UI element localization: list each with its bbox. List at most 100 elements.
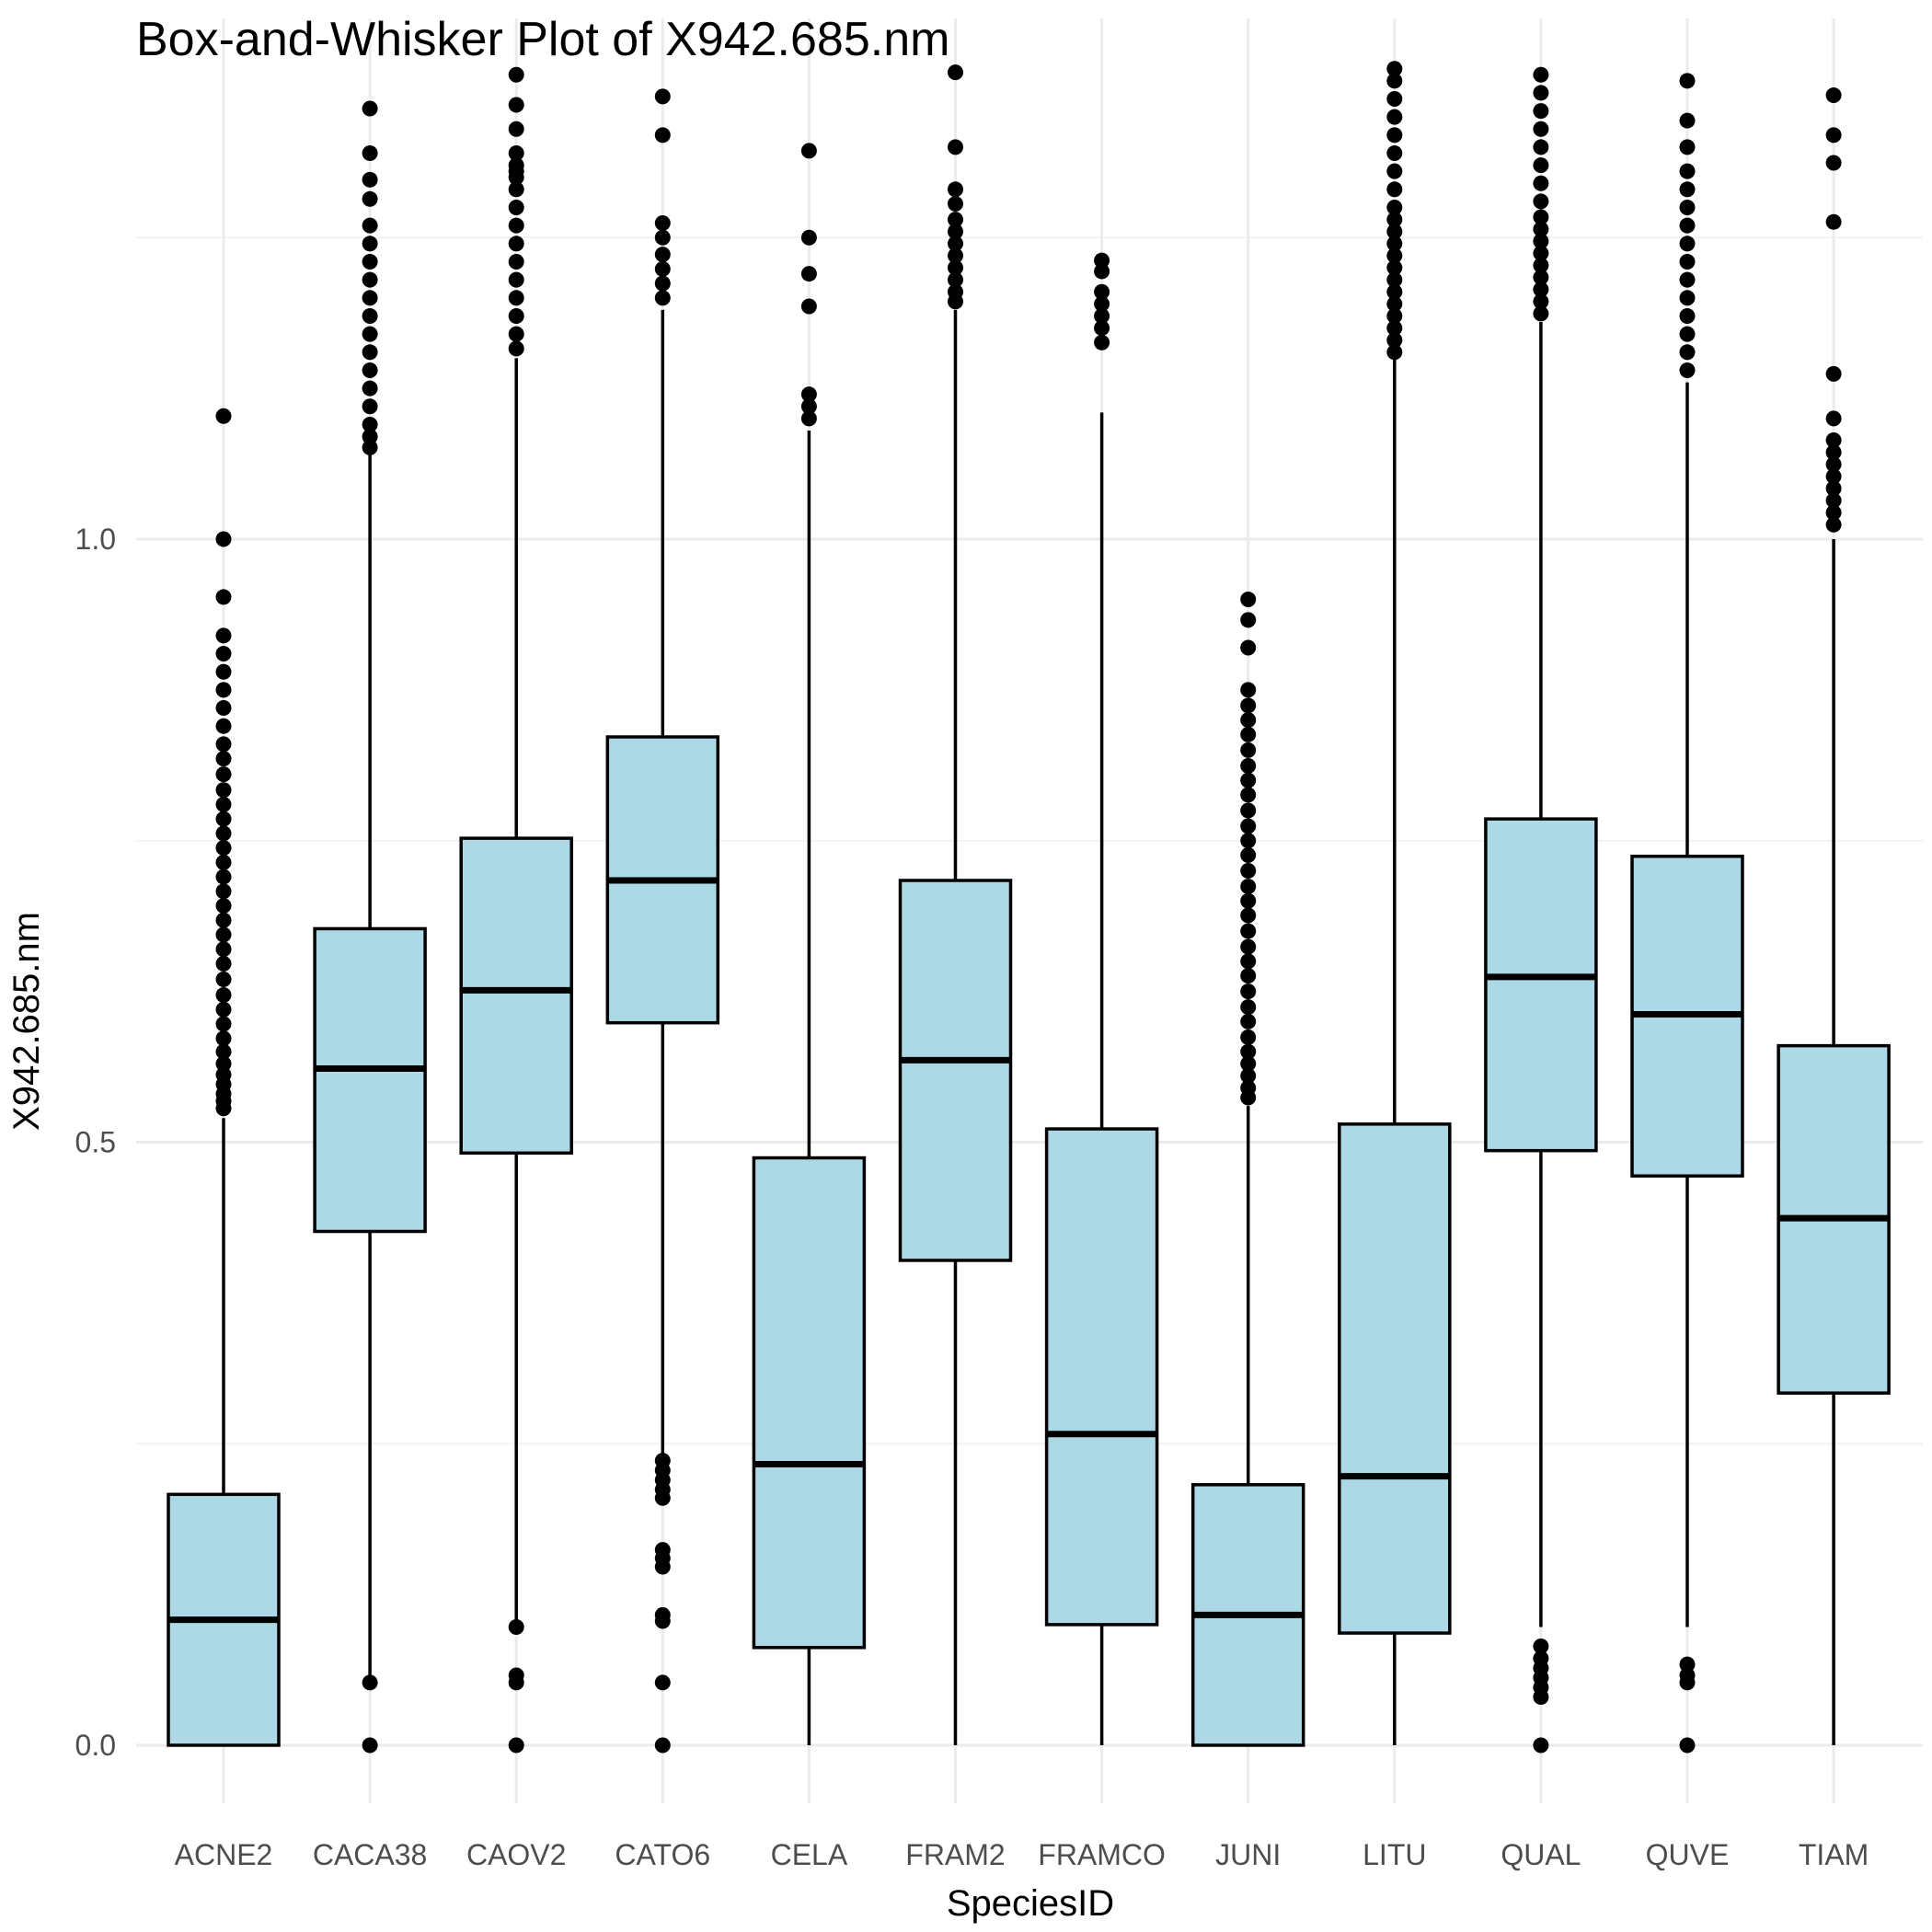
outlier-point-qual	[1533, 233, 1549, 249]
outlier-point-acne2	[215, 898, 232, 914]
box-caov2	[459, 836, 573, 1156]
outlier-point-caov2	[508, 199, 524, 215]
outlier-point-caca38	[362, 380, 378, 397]
outlier-point-cato6	[654, 290, 671, 306]
outlier-point-quve	[1679, 163, 1696, 179]
outlier-point-fram2	[948, 247, 963, 264]
outlier-point-juni	[1240, 968, 1257, 984]
outlier-point-juni	[1240, 846, 1257, 863]
box-group-framco	[1044, 252, 1159, 1745]
outlier-point-juni	[1240, 879, 1257, 895]
outlier-point-juni	[1240, 863, 1257, 880]
x-tick-label-cato6: CATO6	[615, 1838, 710, 1871]
outlier-point-acne2	[215, 627, 232, 644]
outlier-point-caca38	[362, 416, 378, 432]
x-tick-label-caca38: CACA38	[313, 1838, 428, 1871]
outlier-point-caca38	[362, 1674, 378, 1691]
outlier-point-caov2	[508, 290, 524, 306]
outlier-point-litu	[1386, 307, 1403, 324]
outlier-point-fram2	[948, 64, 963, 81]
outlier-point-litu	[1386, 259, 1403, 276]
outlier-point-juni	[1240, 802, 1257, 819]
outlier-point-quve	[1679, 290, 1696, 306]
outlier-point-qual	[1533, 257, 1549, 273]
outlier-point-juni	[1240, 712, 1257, 729]
outlier-point-acne2	[215, 868, 232, 885]
outlier-point-juni	[1240, 1080, 1257, 1097]
x-tick-label-quve: QUVE	[1646, 1838, 1730, 1871]
outlier-point-framco	[1094, 307, 1110, 324]
outlier-point-caov2	[508, 307, 524, 324]
outlier-point-qual	[1533, 282, 1549, 298]
outlier-point-juni	[1240, 833, 1257, 849]
outlier-point-cato6	[654, 215, 671, 232]
outlier-point-qual	[1533, 305, 1549, 322]
outlier-point-tiam	[1825, 127, 1842, 144]
outlier-point-quve	[1679, 139, 1696, 155]
outlier-point-fram2	[948, 224, 963, 240]
outlier-point-acne2	[215, 700, 232, 717]
outlier-point-acne2	[215, 912, 232, 928]
outlier-point-quve	[1679, 73, 1696, 89]
outlier-point-litu	[1386, 127, 1403, 144]
outlier-point-juni	[1240, 682, 1257, 698]
axes: 0.0 0.5 1.0 ACNE2 CACA38 CAOV2 CATO6 CELA FRAM2 F…	[75, 523, 1869, 1871]
plot-area	[167, 61, 1891, 1754]
outlier-point-acne2	[215, 1055, 232, 1072]
outlier-point-acne2	[215, 825, 232, 842]
outlier-point-litu	[1386, 236, 1403, 252]
outlier-point-tiam	[1825, 444, 1842, 461]
outlier-point-litu	[1386, 73, 1403, 89]
outlier-point-framco	[1094, 320, 1110, 337]
outlier-point-framco	[1094, 252, 1110, 269]
outlier-point-acne2	[215, 736, 232, 753]
outlier-point-juni	[1240, 1013, 1257, 1029]
outlier-point-litu	[1386, 271, 1403, 288]
outlier-point-litu	[1386, 90, 1403, 107]
outlier-point-caov2	[508, 1737, 524, 1754]
outlier-point-fram2	[948, 236, 963, 252]
outlier-point-juni	[1240, 938, 1257, 955]
outlier-point-acne2	[215, 840, 232, 857]
outlier-point-cela	[800, 143, 817, 159]
outlier-point-qual	[1533, 103, 1549, 120]
x-tick-label-fram2: FRAM2	[905, 1838, 1005, 1871]
outlier-point-cato6	[654, 247, 671, 263]
outlier-point-acne2	[215, 718, 232, 734]
outlier-point-juni	[1240, 999, 1257, 1016]
box-group-acne2	[167, 408, 281, 1747]
outlier-point-acne2	[215, 766, 232, 783]
outlier-point-caca38	[362, 253, 378, 270]
outlier-point-caca38	[362, 144, 378, 161]
outlier-point-fram2	[948, 283, 963, 300]
outlier-point-quve	[1679, 199, 1696, 215]
outlier-point-litu	[1386, 332, 1403, 349]
x-tick-label-caov2: CAOV2	[466, 1838, 566, 1871]
outlier-point-caov2	[508, 144, 524, 161]
outlier-point-qual	[1533, 1737, 1549, 1754]
outlier-point-acne2	[215, 941, 232, 958]
outlier-point-fram2	[948, 259, 963, 276]
box-group-quve	[1630, 73, 1744, 1754]
outlier-point-caov2	[508, 121, 524, 137]
outlier-point-qual	[1533, 1650, 1549, 1667]
outlier-point-caov2	[508, 66, 524, 83]
box-fram2	[898, 879, 1013, 1262]
outlier-point-caca38	[362, 217, 378, 234]
outlier-point-juni	[1240, 612, 1257, 628]
outlier-point-quve	[1679, 1656, 1696, 1673]
box-group-fram2	[898, 64, 1013, 1745]
outlier-point-fram2	[948, 271, 963, 288]
outlier-point-juni	[1240, 726, 1257, 742]
chart-title: Box-and-Whisker Plot of X942.685.nm	[136, 13, 949, 66]
outlier-point-caca38	[362, 362, 378, 378]
outlier-point-caov2	[508, 217, 524, 234]
outlier-point-cela	[800, 386, 817, 403]
y-tick-label: 0.0	[75, 1729, 116, 1762]
outlier-point-juni	[1240, 787, 1257, 803]
outlier-point-caca38	[362, 271, 378, 288]
outlier-point-acne2	[215, 589, 232, 605]
outlier-point-tiam	[1825, 516, 1842, 533]
outlier-point-juni	[1240, 1055, 1257, 1072]
